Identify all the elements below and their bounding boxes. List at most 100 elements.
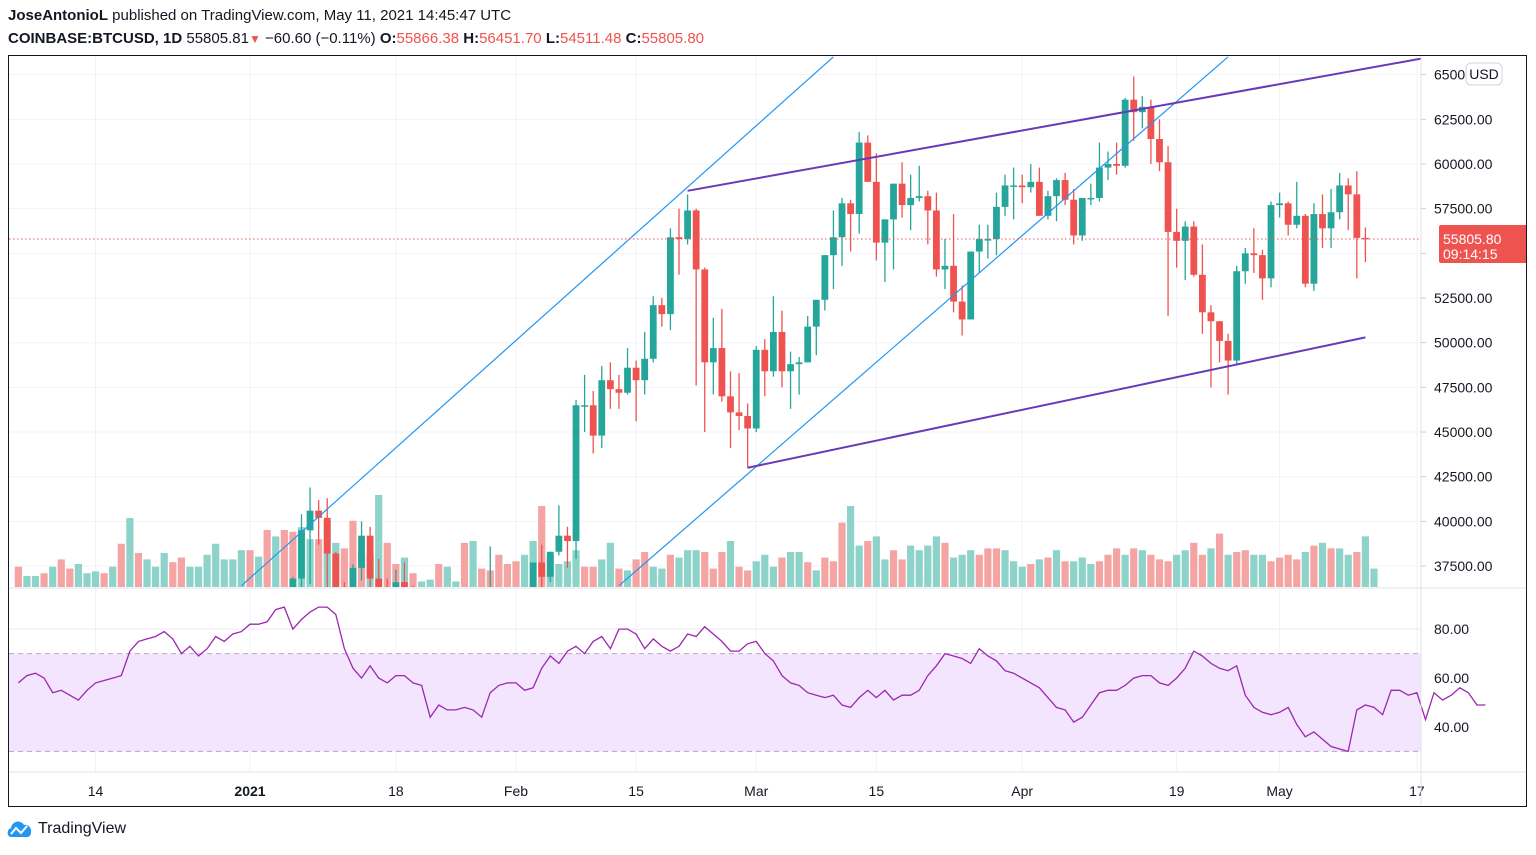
candle bbox=[975, 224, 983, 274]
candle bbox=[392, 569, 400, 587]
price-tick-label: 37500.00 bbox=[1434, 558, 1493, 574]
candle bbox=[598, 365, 606, 449]
brand-text: TradingView bbox=[38, 820, 127, 837]
candle bbox=[1301, 214, 1309, 288]
candle-body bbox=[589, 405, 597, 436]
candle-body bbox=[993, 206, 1000, 240]
volume-bar bbox=[443, 566, 451, 587]
candle-body bbox=[1035, 181, 1043, 216]
volume-bar bbox=[812, 570, 820, 587]
candle bbox=[692, 208, 700, 386]
candle bbox=[624, 348, 631, 395]
candle-body bbox=[649, 305, 657, 359]
candle bbox=[675, 208, 683, 275]
volume-bar bbox=[744, 570, 752, 587]
time-tick-label: 2021 bbox=[234, 783, 265, 799]
volume-bar bbox=[1370, 568, 1378, 587]
candles bbox=[289, 76, 1369, 587]
candle-body bbox=[1061, 180, 1069, 200]
volume-bar bbox=[263, 529, 271, 587]
candle-body bbox=[667, 237, 674, 315]
candle bbox=[1156, 119, 1163, 172]
candle bbox=[958, 285, 966, 336]
chart-frame[interactable]: 37500.00 40000.00 42500.00 45000.00 47500.00… bbox=[8, 55, 1527, 807]
price-chart[interactable]: 37500.00 40000.00 42500.00 45000.00 47500.00… bbox=[9, 56, 1526, 806]
price-tick-label: 47500.00 bbox=[1434, 379, 1493, 395]
volume-bar bbox=[426, 579, 434, 587]
currency-badge[interactable]: USD bbox=[1465, 62, 1503, 86]
volume-bar bbox=[907, 545, 915, 587]
candle-body bbox=[555, 535, 563, 552]
volume-bar bbox=[563, 561, 572, 587]
candle bbox=[1173, 208, 1181, 268]
candle bbox=[898, 162, 906, 218]
candle bbox=[907, 174, 915, 231]
volume-bar bbox=[40, 573, 48, 587]
candle-body bbox=[1181, 226, 1189, 241]
candle bbox=[1293, 181, 1301, 229]
candle bbox=[701, 267, 709, 433]
volume-bar bbox=[520, 554, 529, 587]
volume-bar bbox=[49, 566, 57, 587]
candle bbox=[401, 562, 408, 587]
time-tick-label: 18 bbox=[388, 783, 404, 799]
price-label-countdown: 09:14:15 bbox=[1443, 246, 1498, 262]
candle-body bbox=[727, 396, 734, 413]
candle-body bbox=[812, 299, 820, 327]
volume-bar bbox=[924, 545, 932, 587]
volume-bar bbox=[984, 548, 992, 587]
candle bbox=[1259, 249, 1266, 300]
volume-bar bbox=[194, 566, 203, 587]
candle bbox=[1164, 146, 1172, 316]
candle bbox=[1241, 247, 1249, 284]
candle bbox=[1130, 76, 1138, 141]
volume-bar bbox=[829, 561, 838, 587]
candle bbox=[709, 317, 717, 395]
candle bbox=[890, 183, 897, 270]
candle bbox=[838, 197, 846, 266]
tradingview-logo[interactable]: TradingView bbox=[6, 820, 126, 838]
volume-bar bbox=[881, 559, 889, 587]
candle-body bbox=[1301, 215, 1309, 284]
candle bbox=[847, 199, 854, 252]
volume-bar bbox=[555, 564, 563, 587]
volume-bar bbox=[1327, 548, 1335, 587]
candle-body bbox=[1087, 197, 1095, 200]
candle-body bbox=[1224, 340, 1232, 361]
candle-body bbox=[1130, 99, 1138, 113]
volume-bar bbox=[280, 529, 288, 587]
candle-body bbox=[1267, 205, 1275, 279]
candle bbox=[1284, 201, 1292, 236]
volume-bar bbox=[1095, 561, 1104, 587]
volume-bar bbox=[409, 573, 417, 587]
author-name[interactable]: JoseAntonioL bbox=[8, 7, 108, 24]
volume-bar bbox=[1318, 542, 1327, 587]
trendline bbox=[241, 56, 834, 587]
price-label-bg bbox=[1439, 224, 1526, 263]
candle bbox=[1344, 178, 1352, 231]
candle-body bbox=[358, 535, 365, 568]
candle-body bbox=[1173, 231, 1181, 241]
volume-bar bbox=[847, 506, 855, 587]
volume-bar bbox=[1078, 557, 1086, 587]
candle-body bbox=[933, 210, 940, 270]
candle bbox=[1138, 96, 1146, 129]
price-tick-label: 42500.00 bbox=[1434, 469, 1493, 485]
candle bbox=[967, 251, 975, 320]
volume-bar bbox=[1190, 542, 1198, 587]
low-value: 54511.48 bbox=[559, 30, 622, 47]
candle bbox=[1267, 201, 1275, 288]
candle-body bbox=[1319, 214, 1326, 229]
candle-body bbox=[675, 237, 683, 240]
candle-body bbox=[1344, 185, 1352, 195]
price-tick-label: 62500.00 bbox=[1434, 111, 1493, 127]
volume-bar bbox=[23, 575, 31, 587]
volume-bar bbox=[692, 550, 700, 587]
candle bbox=[298, 514, 305, 587]
volume-bar bbox=[1215, 533, 1224, 587]
volume-bar bbox=[14, 566, 22, 587]
volume-bar bbox=[1250, 554, 1258, 587]
candle-body bbox=[1113, 164, 1120, 166]
candle-body bbox=[658, 305, 666, 315]
candle-body bbox=[1216, 321, 1223, 341]
